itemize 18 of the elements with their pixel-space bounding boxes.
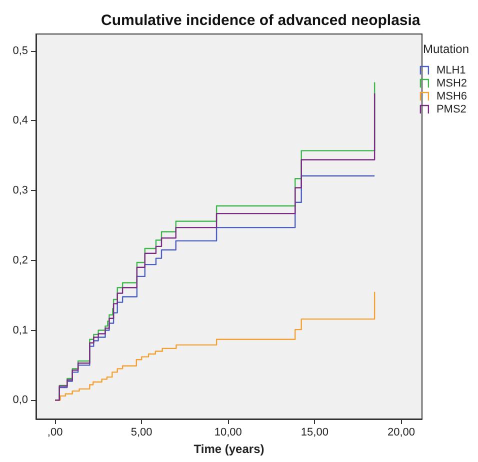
legend-label: MSH6 bbox=[436, 90, 467, 102]
y-tick-label: 0,2 bbox=[12, 254, 28, 266]
legend-title: Mutation bbox=[422, 42, 470, 56]
y-tick-label: 0,4 bbox=[12, 114, 28, 127]
y-tick-label: 0,3 bbox=[12, 184, 28, 197]
legend-label: PMS2 bbox=[436, 104, 466, 116]
x-tick-label: ,00 bbox=[47, 426, 63, 438]
y-tick-label: 0,1 bbox=[12, 324, 28, 336]
x-tick-label: 10,00 bbox=[214, 426, 242, 438]
x-tick-label: 5,00 bbox=[130, 426, 152, 438]
x-axis-title: Time (years) bbox=[194, 442, 264, 456]
chart-title: Cumulative incidence of advanced neoplasia bbox=[101, 12, 421, 29]
legend-label: MLH1 bbox=[436, 64, 466, 76]
y-tick-label: 0,5 bbox=[12, 44, 28, 57]
y-tick-label: 0,0 bbox=[12, 394, 28, 406]
x-tick-label: 15,00 bbox=[300, 426, 328, 438]
legend-label: MSH2 bbox=[436, 78, 467, 90]
x-tick-label: 20,00 bbox=[387, 426, 415, 438]
